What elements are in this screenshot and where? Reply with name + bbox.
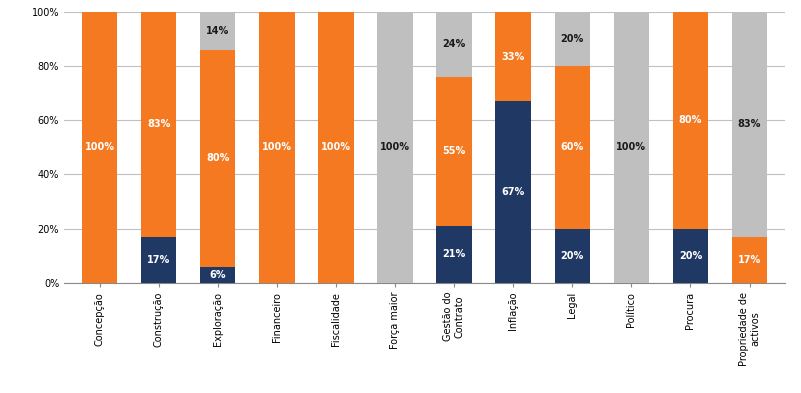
Text: 83%: 83% bbox=[738, 119, 761, 129]
Bar bbox=[377, 12, 413, 283]
Text: 80%: 80% bbox=[206, 153, 229, 163]
Text: 20%: 20% bbox=[678, 251, 702, 261]
Bar bbox=[496, 12, 531, 101]
Bar bbox=[554, 12, 590, 66]
Text: 33%: 33% bbox=[501, 51, 525, 62]
Text: 20%: 20% bbox=[561, 251, 584, 261]
Text: 80%: 80% bbox=[678, 115, 702, 125]
Bar bbox=[141, 12, 176, 237]
Text: 67%: 67% bbox=[501, 187, 525, 197]
Text: 100%: 100% bbox=[380, 142, 410, 152]
Text: 100%: 100% bbox=[616, 142, 646, 152]
Legend: Retido EPC, Transferido, Partilhado: Retido EPC, Transferido, Partilhado bbox=[270, 391, 579, 393]
Text: 55%: 55% bbox=[442, 147, 465, 156]
Text: 17%: 17% bbox=[738, 255, 761, 265]
Text: 24%: 24% bbox=[442, 39, 465, 50]
Text: 100%: 100% bbox=[262, 142, 292, 152]
Text: 6%: 6% bbox=[210, 270, 226, 280]
Text: 100%: 100% bbox=[321, 142, 351, 152]
Text: 20%: 20% bbox=[561, 34, 584, 44]
Text: 14%: 14% bbox=[206, 26, 229, 36]
Bar bbox=[673, 229, 708, 283]
Bar bbox=[200, 50, 235, 267]
Bar bbox=[437, 12, 472, 77]
Bar bbox=[437, 226, 472, 283]
Bar bbox=[614, 12, 649, 283]
Bar bbox=[554, 66, 590, 229]
Bar bbox=[437, 77, 472, 226]
Bar bbox=[496, 101, 531, 283]
Bar bbox=[82, 12, 117, 283]
Bar bbox=[673, 12, 708, 229]
Bar bbox=[732, 237, 767, 283]
Bar bbox=[259, 12, 295, 283]
Text: 60%: 60% bbox=[561, 142, 584, 152]
Bar bbox=[200, 267, 235, 283]
Text: 17%: 17% bbox=[147, 255, 171, 265]
Text: 83%: 83% bbox=[147, 119, 171, 129]
Bar bbox=[732, 12, 767, 237]
Bar bbox=[200, 12, 235, 50]
Text: 21%: 21% bbox=[442, 250, 465, 259]
Bar bbox=[318, 12, 353, 283]
Text: 100%: 100% bbox=[85, 142, 115, 152]
Bar bbox=[141, 237, 176, 283]
Bar bbox=[554, 229, 590, 283]
